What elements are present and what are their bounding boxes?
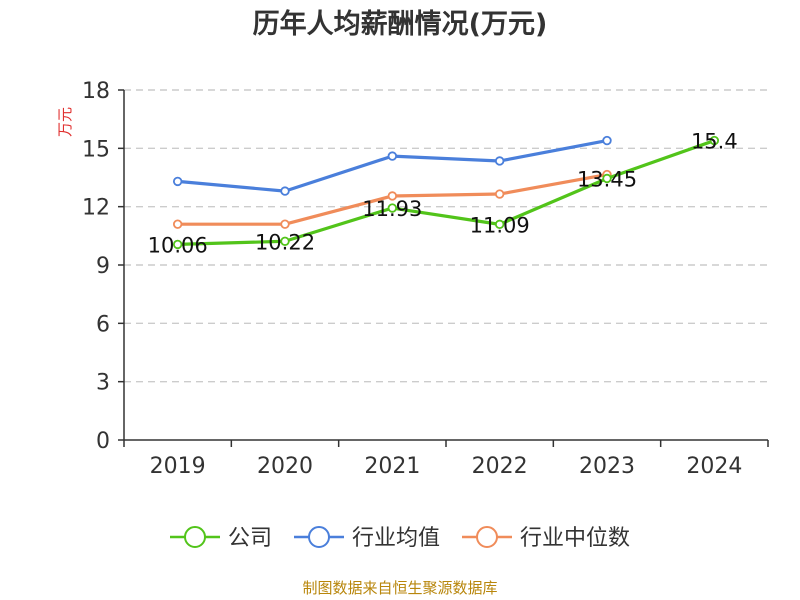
data-point [709,135,720,146]
data-point [172,239,183,250]
x-tick-label: 2023 [579,454,635,479]
data-point [280,186,290,196]
legend-item[interactable]: 行业均值 [294,526,440,551]
axes: 0 3 6 9 12 15 18 2019 2020 2021 2022 2023 2024 [82,79,769,479]
legend-swatch-marker [308,526,330,548]
legend-item[interactable]: 公司 [170,526,272,551]
data-labels: 10.06 10.22 11.93 11.09 13.45 15.4 [148,130,738,258]
data-label: 15.4 [691,130,738,154]
data-point [387,151,398,161]
data-point [172,176,183,187]
x-tick-label: 2024 [686,454,742,479]
data-label: 11.09 [470,213,530,237]
y-axis-label: 万元 [56,107,74,137]
legend: 公司 行业均值 行业中位数 [170,526,630,551]
x-tick-label: 2021 [364,454,420,479]
series-line [177,139,715,246]
y-tick-label: 15 [82,137,110,162]
legend-item[interactable]: 行业中位数 [462,526,630,551]
legend-label: 公司 [228,526,272,551]
data-label: 10.22 [255,230,315,254]
data-label: 11.93 [362,197,422,221]
series-0 [172,135,720,250]
x-tick-label: 2020 [257,454,313,479]
legend-swatch-marker [476,526,498,548]
y-tick-label: 18 [82,79,110,104]
series-1 [172,135,612,196]
data-point [494,156,505,166]
y-tick-label: 6 [96,312,110,337]
x-tick-label: 2022 [472,454,528,479]
data-label: 13.45 [577,167,637,191]
y-tick-label: 12 [82,196,110,221]
data-point [602,173,612,184]
legend-label: 行业均值 [352,526,440,551]
legend-label: 行业中位数 [520,526,630,551]
data-label: 10.06 [148,233,208,257]
data-point [172,219,183,229]
y-tick-label: 9 [96,254,110,279]
series-2 [172,169,612,229]
data-point [387,203,398,213]
series-lines [172,135,720,250]
y-tick-label: 0 [96,429,110,454]
x-tick-label: 2019 [150,454,206,479]
data-point [280,236,290,246]
data-point [280,219,290,229]
grid-lines [124,89,768,383]
chart-title: 历年人均薪酬情况(万元) [253,8,548,40]
data-point [602,135,612,146]
data-point [494,189,505,199]
y-tick-label: 3 [96,371,110,396]
data-point [387,191,398,201]
source-note: 制图数据来自恒生聚源数据库 [302,579,497,597]
data-point [494,219,505,230]
legend-swatch-marker [184,526,206,548]
